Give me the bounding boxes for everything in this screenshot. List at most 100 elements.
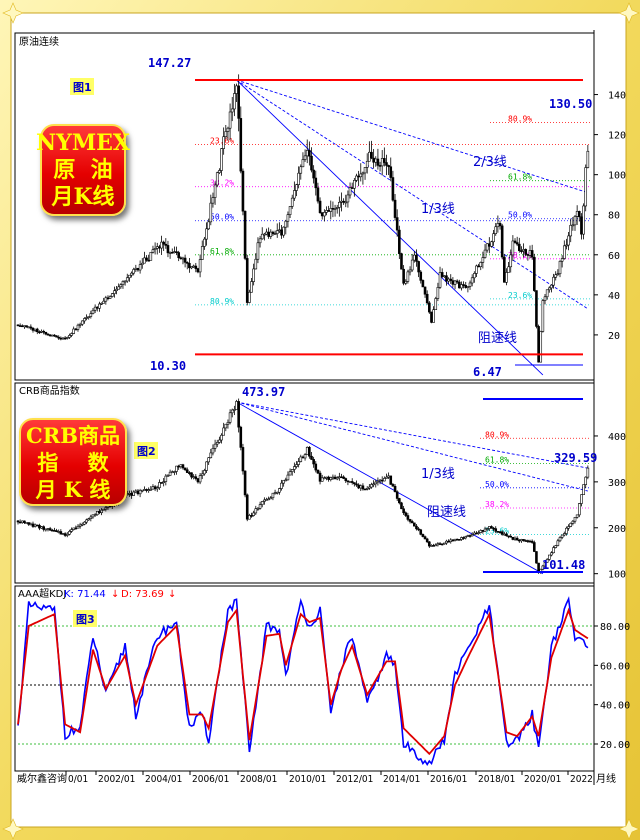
candle-body <box>301 159 305 168</box>
candle-body <box>83 318 86 322</box>
candle-body <box>188 262 191 269</box>
candle <box>260 227 264 240</box>
candle-body <box>421 534 425 537</box>
candle-body <box>209 202 213 223</box>
y-tick-label: 40 <box>608 291 620 302</box>
candle <box>258 501 262 510</box>
candle <box>250 278 253 293</box>
candle-body <box>95 511 99 516</box>
candle-body <box>121 281 125 285</box>
candle-body <box>91 514 95 518</box>
candle <box>515 236 519 247</box>
candle-body <box>190 472 193 478</box>
candle <box>344 194 348 208</box>
candle-body <box>490 526 493 529</box>
candle-body <box>503 256 506 283</box>
candle <box>288 468 292 476</box>
candle-body <box>254 258 258 270</box>
candle-body <box>303 155 307 160</box>
candle <box>436 282 440 302</box>
candle-body <box>552 276 555 286</box>
candle-body <box>63 533 67 536</box>
candle-body <box>164 475 168 482</box>
candle-body <box>565 527 568 534</box>
fib-level-label: 38.2% <box>508 251 532 260</box>
candle <box>468 280 472 290</box>
candle <box>547 554 551 561</box>
candle <box>554 271 558 281</box>
candle <box>440 268 444 279</box>
candle <box>580 494 583 507</box>
candle <box>151 245 155 254</box>
candle-body <box>40 526 43 529</box>
candle-body <box>507 535 510 538</box>
candle-body <box>325 476 328 479</box>
candle <box>320 474 324 482</box>
candle-body <box>177 465 180 468</box>
candle-body <box>115 288 118 292</box>
candle-body <box>460 284 463 289</box>
candle <box>408 266 412 276</box>
candle <box>160 235 163 255</box>
peak-label: 473.97 <box>242 385 285 399</box>
candle-body <box>29 523 33 526</box>
candle-body <box>532 256 536 291</box>
candle <box>575 514 579 519</box>
candle <box>464 535 468 540</box>
candle <box>361 483 365 491</box>
candle <box>87 316 90 320</box>
candle-body <box>31 523 35 527</box>
candle-body <box>91 309 95 314</box>
candle-body <box>342 476 345 479</box>
candle-body <box>498 531 502 533</box>
candle-body <box>312 169 315 179</box>
candle-body <box>425 538 429 543</box>
candle <box>59 529 63 535</box>
candle <box>524 248 528 257</box>
kdj-series <box>17 596 589 767</box>
candle <box>78 522 82 529</box>
candle <box>89 514 93 522</box>
candle <box>83 317 86 324</box>
candle-body <box>535 290 538 327</box>
candle-body <box>87 518 90 521</box>
candle-body <box>320 477 324 482</box>
candle-body <box>87 316 90 318</box>
candle-body <box>376 480 380 483</box>
candle-body <box>194 476 198 479</box>
candle-body <box>149 488 153 491</box>
candle-body <box>372 157 375 163</box>
candle <box>220 148 223 176</box>
candle-body <box>143 489 146 491</box>
candle-body <box>562 533 566 536</box>
candle <box>228 103 232 141</box>
candle-body <box>545 559 549 563</box>
candle <box>23 520 26 525</box>
candle <box>68 333 71 340</box>
candle-body <box>183 257 187 263</box>
candle <box>65 532 69 538</box>
fib-level-label: 80.9% <box>508 115 532 124</box>
candle-body <box>59 531 63 535</box>
candle <box>76 323 80 332</box>
candle <box>393 194 397 221</box>
kdj-title: AAA超KDJ <box>18 587 66 600</box>
candle-body <box>473 532 476 535</box>
candle <box>475 264 478 277</box>
candle <box>149 486 153 491</box>
candle <box>25 522 28 524</box>
candle-body <box>565 244 568 247</box>
candle <box>355 173 358 183</box>
candle-body <box>215 172 219 186</box>
candle <box>376 477 380 486</box>
candle <box>483 526 487 532</box>
peak-label: 147.27 <box>148 56 191 70</box>
candle <box>385 154 388 176</box>
candle <box>205 461 208 473</box>
candle-body <box>434 544 438 547</box>
candle-body <box>340 476 343 479</box>
candle-body <box>267 231 270 237</box>
candle-body <box>140 262 144 265</box>
candle <box>485 243 489 253</box>
candle-body <box>348 481 352 483</box>
